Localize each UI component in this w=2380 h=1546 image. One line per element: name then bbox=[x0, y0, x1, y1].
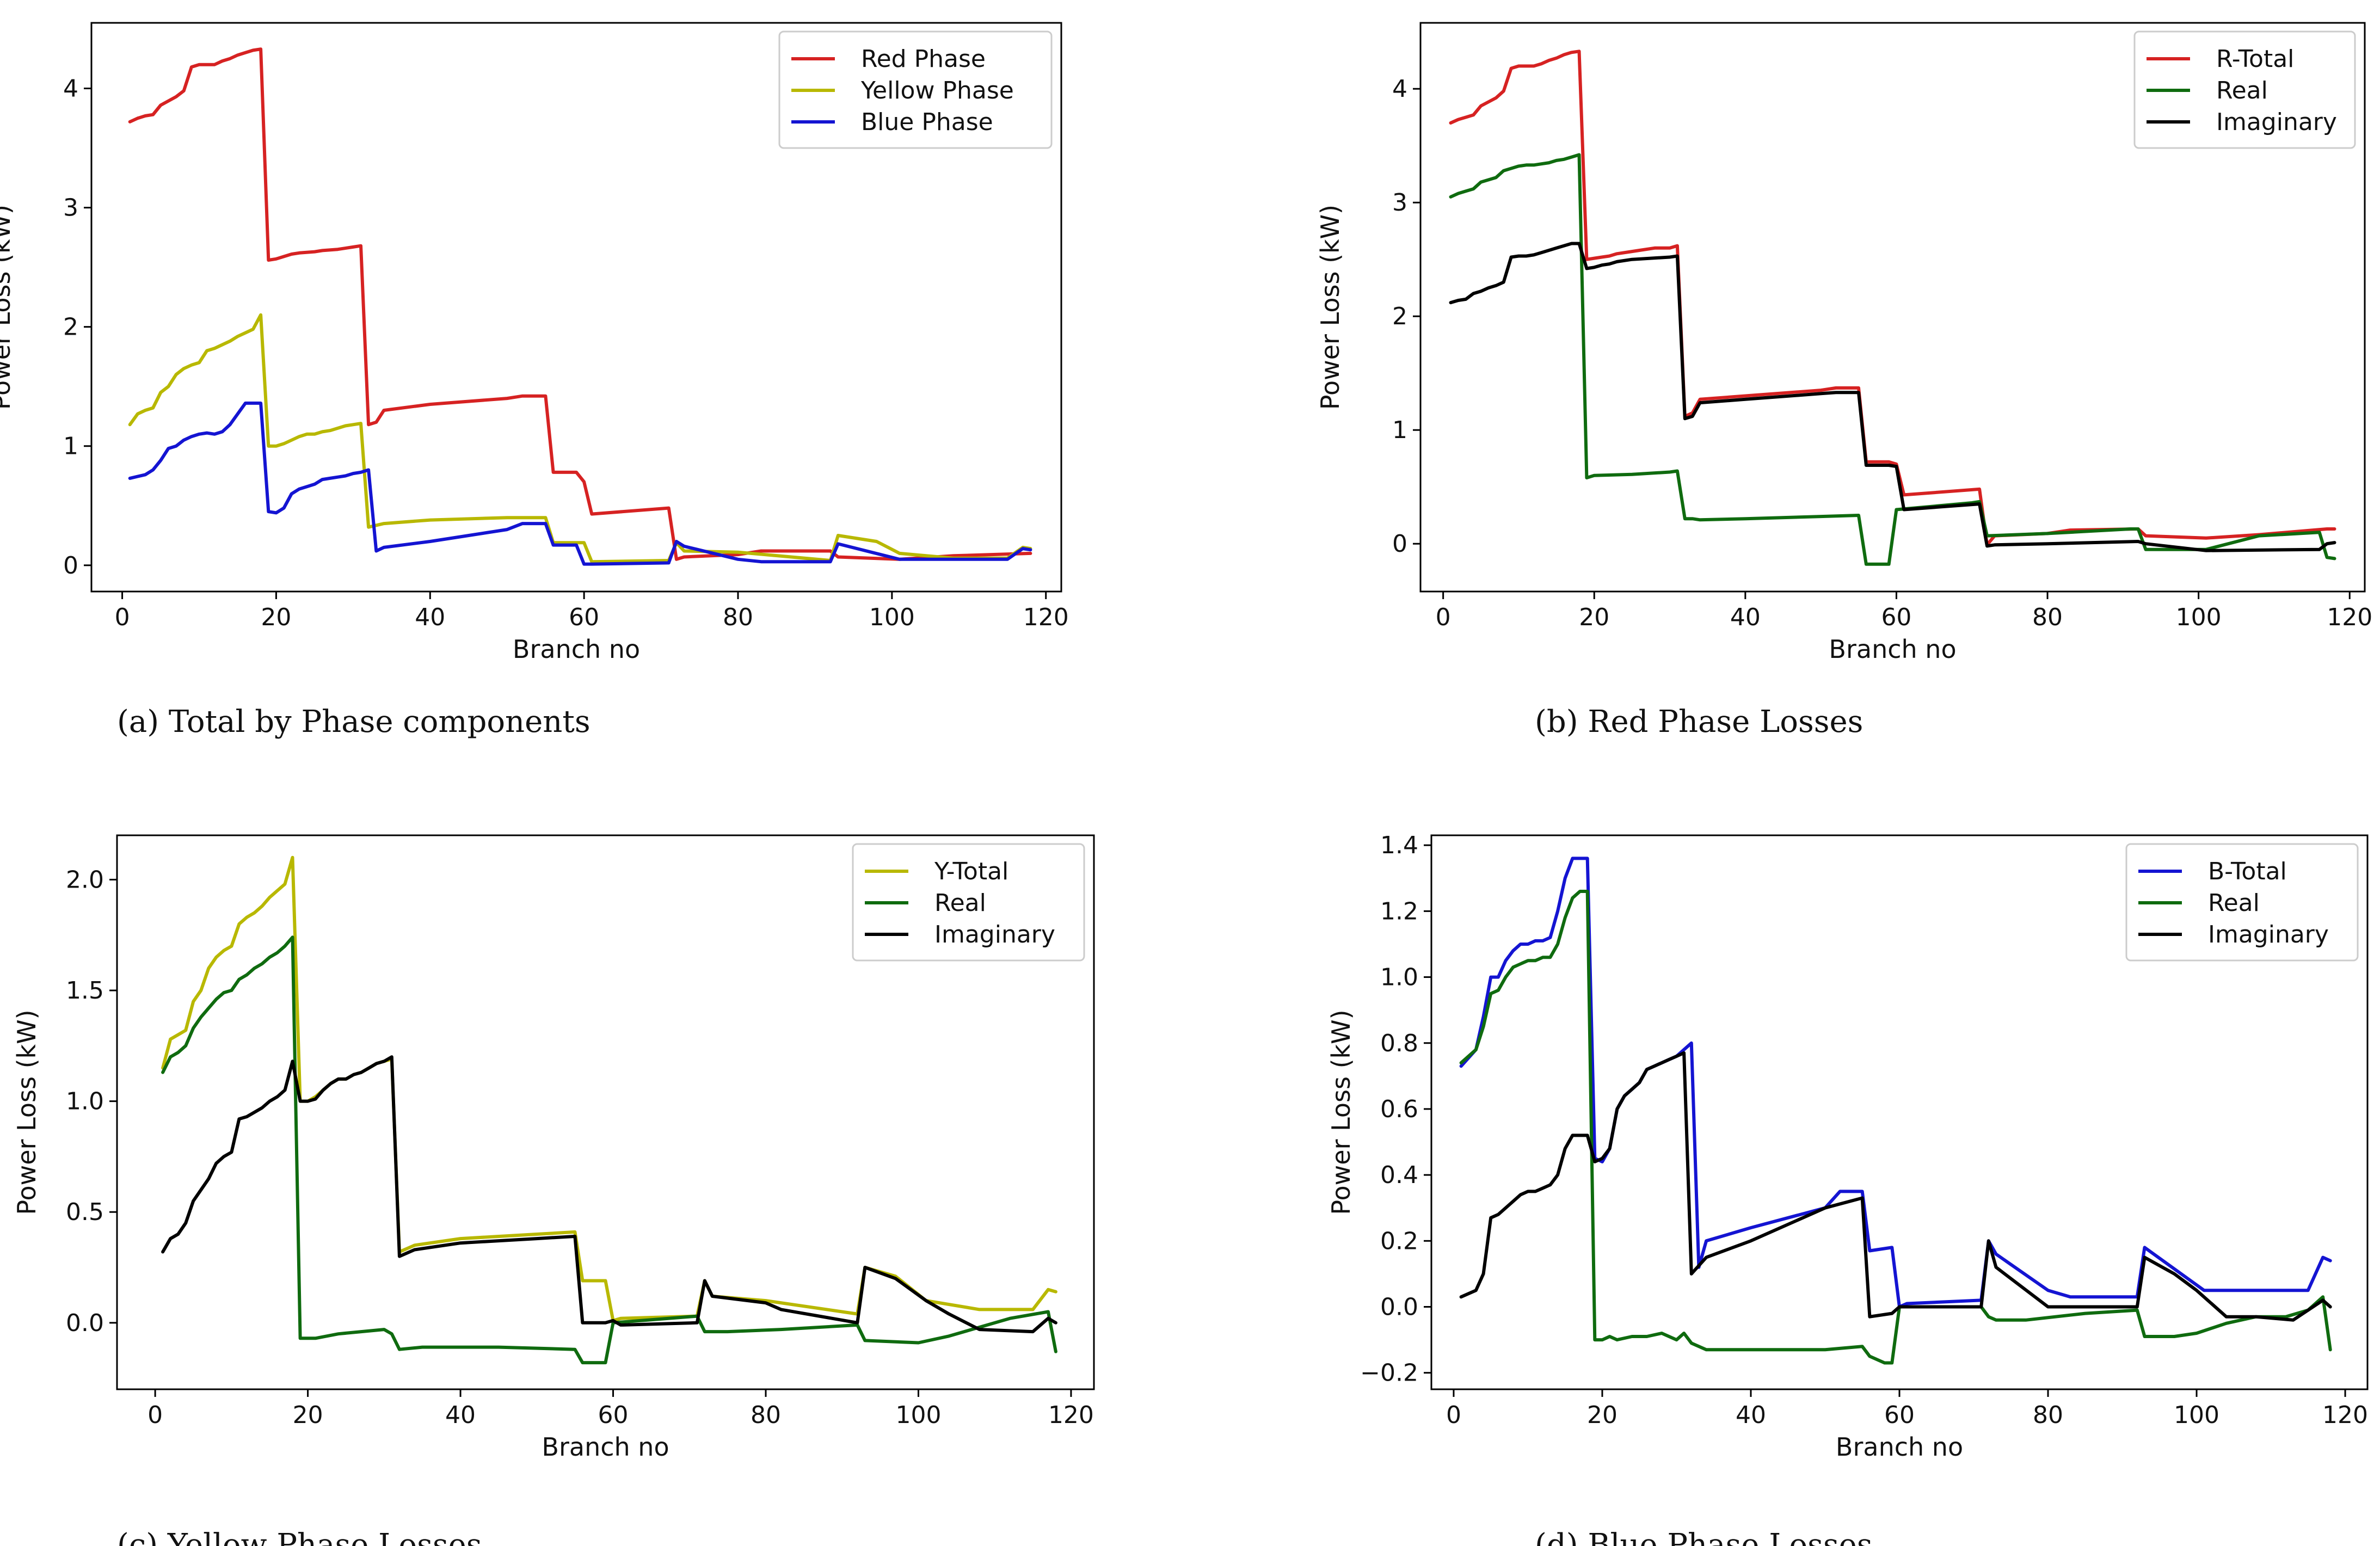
y-tick-label-d: 0.0 bbox=[1380, 1294, 1418, 1321]
y-tick-label-c: 2.0 bbox=[66, 866, 104, 894]
legend-c bbox=[852, 843, 1085, 962]
legend-label-d: B-Total bbox=[2208, 858, 2287, 885]
legend-a bbox=[778, 30, 1053, 149]
x-axis-label-a: Branch no bbox=[513, 635, 640, 664]
series-line-yellow-phase-a bbox=[128, 313, 1032, 564]
y-tick-label-a: 2 bbox=[63, 313, 78, 341]
x-tick-label-b: 60 bbox=[1881, 603, 1911, 631]
series-line-red-phase-a bbox=[128, 47, 1032, 561]
y-tick-label-d: 1.0 bbox=[1380, 964, 1418, 991]
x-tick-label-a: 80 bbox=[723, 603, 753, 631]
x-tick-label-d: 60 bbox=[1884, 1401, 1915, 1429]
x-tick-label-d: 80 bbox=[2033, 1401, 2063, 1429]
y-tick-label-a: 4 bbox=[63, 75, 78, 102]
y-tick-label-a: 1 bbox=[63, 433, 78, 460]
series-line-real-c bbox=[161, 935, 1057, 1365]
x-tick-label-a: 40 bbox=[415, 603, 445, 631]
legend-label-d: Imaginary bbox=[2208, 921, 2329, 948]
x-tick-label-d: 0 bbox=[1446, 1401, 1461, 1429]
x-axis-label-c: Branch no bbox=[542, 1432, 669, 1462]
x-tick-label-c: 100 bbox=[895, 1401, 941, 1429]
y-tick-label-c: 0.5 bbox=[66, 1198, 104, 1226]
legend-label-c: Imaginary bbox=[934, 921, 1055, 948]
x-axis-label-d: Branch no bbox=[1836, 1432, 1963, 1462]
x-tick-label-b: 0 bbox=[1436, 603, 1451, 631]
y-tick-label-d: 0.2 bbox=[1380, 1227, 1418, 1255]
chart-panel-a: 0 20 40 60 80 100 120 0 1 2 3 4 Branch no Power Loss … bbox=[0, 22, 1069, 664]
y-tick-label-d: 0.6 bbox=[1380, 1095, 1418, 1123]
x-tick-label-a: 60 bbox=[569, 603, 599, 631]
x-axis-label-b: Branch no bbox=[1829, 635, 1956, 664]
y-tick-label-d: 1.4 bbox=[1380, 831, 1418, 859]
x-tick-label-b: 100 bbox=[2176, 603, 2222, 631]
x-tick-label-a: 0 bbox=[115, 603, 130, 631]
x-tick-label-c: 60 bbox=[598, 1401, 629, 1429]
y-axis-label-d: Power Loss (kW) bbox=[1326, 1009, 1356, 1215]
chart-panel-d: 0 20 40 60 80 100 120 −0.2 0.0 0.2 0.4 0.6 0.8 1.0 1.2… bbox=[1326, 831, 2369, 1462]
x-tick-label-c: 0 bbox=[147, 1401, 163, 1429]
x-tick-label-b: 20 bbox=[1579, 603, 1609, 631]
chart-panel-c: 0 20 40 60 80 100 120 0.0 0.5 1.0 1.5 2.0 Branch no P… bbox=[12, 834, 1095, 1462]
y-tick-label-b: 4 bbox=[1392, 75, 1407, 103]
y-tick-label-a: 3 bbox=[63, 194, 78, 222]
legend-label-a: Yellow Phase bbox=[860, 77, 1014, 104]
x-tick-label-c: 80 bbox=[751, 1401, 781, 1429]
y-tick-label-c: 1.0 bbox=[66, 1088, 104, 1116]
series-line-imaginary-d bbox=[1459, 1051, 2332, 1322]
y-tick-label-d: 1.2 bbox=[1380, 897, 1418, 925]
x-tick-label-c: 20 bbox=[293, 1401, 323, 1429]
legend-label-a: Blue Phase bbox=[861, 108, 993, 136]
y-tick-label-d: 0.8 bbox=[1380, 1030, 1418, 1057]
y-axis-label-a: Power Loss (kW) bbox=[0, 205, 16, 410]
series-line-real-b bbox=[1449, 153, 2336, 566]
x-tick-label-d: 20 bbox=[1587, 1401, 1618, 1429]
legend-b bbox=[2133, 30, 2356, 149]
caption-a: (a) Total by Phase components bbox=[117, 704, 591, 740]
legend-label-d: Real bbox=[2208, 889, 2260, 917]
chart-panel-b: 0 20 40 60 80 100 120 0 1 2 3 4 Branch no Power Loss … bbox=[1315, 22, 2372, 664]
y-tick-label-b: 2 bbox=[1392, 303, 1407, 330]
legend-label-a: Red Phase bbox=[861, 45, 986, 73]
caption-d: (d) Blue Phase Losses bbox=[1535, 1527, 1872, 1546]
x-tick-label-a: 120 bbox=[1023, 603, 1069, 631]
x-tick-label-b: 80 bbox=[2032, 603, 2063, 631]
y-axis-label-b: Power Loss (kW) bbox=[1315, 205, 1345, 410]
legend-label-b: R-Total bbox=[2216, 45, 2294, 73]
caption-b: (b) Red Phase Losses bbox=[1535, 704, 1863, 740]
legend-label-b: Imaginary bbox=[2216, 108, 2337, 136]
legend-label-c: Y-Total bbox=[934, 858, 1008, 885]
legend-label-b: Real bbox=[2216, 77, 2268, 104]
x-tick-label-a: 20 bbox=[261, 603, 291, 631]
x-tick-label-d: 120 bbox=[2322, 1401, 2368, 1429]
y-tick-label-b: 3 bbox=[1392, 189, 1407, 217]
x-tick-label-b: 120 bbox=[2327, 603, 2372, 631]
series-line-imaginary-b bbox=[1449, 242, 2336, 552]
x-tick-label-b: 40 bbox=[1730, 603, 1761, 631]
x-tick-label-c: 120 bbox=[1048, 1401, 1094, 1429]
x-tick-label-d: 40 bbox=[1736, 1401, 1766, 1429]
caption-c: (c) Yellow Phase Losses bbox=[117, 1527, 482, 1546]
series-line-blue-phase-a bbox=[128, 401, 1032, 566]
y-tick-label-b: 0 bbox=[1392, 530, 1407, 558]
y-axis-label-c: Power Loss (kW) bbox=[12, 1009, 41, 1215]
y-tick-label-c: 1.5 bbox=[66, 977, 104, 1005]
x-tick-label-a: 100 bbox=[869, 603, 915, 631]
series-line-real-d bbox=[1459, 890, 2332, 1365]
legend-d bbox=[2125, 843, 2359, 962]
y-tick-label-d: −0.2 bbox=[1360, 1359, 1418, 1387]
y-tick-label-c: 0.0 bbox=[66, 1309, 104, 1337]
legend-label-c: Real bbox=[934, 889, 986, 917]
y-tick-label-b: 1 bbox=[1392, 416, 1407, 444]
series-line-imaginary-c bbox=[161, 1055, 1057, 1334]
y-tick-label-d: 0.4 bbox=[1380, 1161, 1418, 1189]
x-tick-label-d: 100 bbox=[2174, 1401, 2219, 1429]
x-tick-label-c: 40 bbox=[445, 1401, 476, 1429]
y-tick-label-a: 0 bbox=[63, 552, 78, 580]
